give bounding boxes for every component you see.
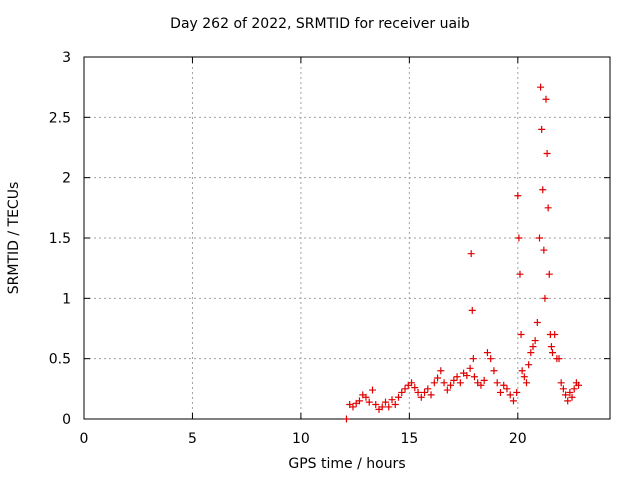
data-point <box>496 388 504 396</box>
data-point <box>559 385 567 393</box>
data-point <box>355 397 363 405</box>
data-point <box>531 337 539 345</box>
data-point <box>456 379 464 387</box>
data-point <box>391 401 399 409</box>
x-tick-label: 20 <box>509 431 527 447</box>
data-point <box>477 381 485 389</box>
data-point <box>483 349 491 357</box>
chart-title: Day 262 of 2022, SRMTID for receiver uai… <box>170 16 470 32</box>
data-point <box>430 379 438 387</box>
data-point <box>443 386 451 394</box>
data-point <box>500 381 508 389</box>
data-point <box>506 391 514 399</box>
y-tick-label: 1 <box>62 291 71 307</box>
y-tick-label: 2 <box>62 171 71 187</box>
data-point <box>520 373 528 381</box>
x-tick-label: 10 <box>292 431 310 447</box>
x-tick-label: 15 <box>400 431 418 447</box>
data-point <box>527 349 535 357</box>
x-axis-label: GPS time / hours <box>288 456 406 472</box>
data-point <box>514 192 522 200</box>
data-point <box>566 388 574 396</box>
data-point <box>372 401 380 409</box>
data-point <box>549 349 557 357</box>
data-point <box>417 393 425 401</box>
data-point <box>533 318 541 326</box>
data-point <box>450 376 458 384</box>
data-point <box>434 374 442 382</box>
data-point <box>365 398 373 406</box>
data-point <box>525 361 533 369</box>
data-point <box>518 367 526 375</box>
data-point <box>349 403 357 411</box>
data-point <box>447 381 455 389</box>
data-point <box>543 150 551 158</box>
data-point <box>545 270 553 278</box>
data-point <box>547 343 555 351</box>
data-point <box>453 373 461 381</box>
data-point <box>470 373 478 381</box>
data-point <box>529 343 537 351</box>
x-tick-label: 5 <box>188 431 197 447</box>
data-point <box>541 294 549 302</box>
data-point <box>408 379 416 387</box>
data-point <box>536 234 544 242</box>
data-point <box>568 393 576 401</box>
data-point <box>522 379 530 387</box>
data-point <box>513 388 521 396</box>
data-point <box>469 355 477 363</box>
data-point <box>537 83 545 91</box>
data-point <box>515 234 523 242</box>
data-point <box>411 384 419 392</box>
data-point <box>575 381 583 389</box>
y-axis-label: SRMTID / TECUs <box>6 181 22 295</box>
data-point <box>570 385 578 393</box>
data-point <box>509 397 517 405</box>
data-point <box>539 186 547 194</box>
data-point <box>516 270 524 278</box>
data-point <box>493 379 501 387</box>
data-point <box>342 415 350 423</box>
data-point <box>551 331 559 339</box>
data-point <box>440 379 448 387</box>
data-point <box>362 393 370 401</box>
data-point <box>542 95 550 103</box>
data-point <box>401 385 409 393</box>
y-tick-label: 3 <box>62 50 71 66</box>
data-point <box>427 391 435 399</box>
data-point <box>487 355 495 363</box>
data-point <box>517 331 525 339</box>
data-point <box>378 403 386 411</box>
data-point <box>424 385 432 393</box>
x-tick-label: 0 <box>80 431 89 447</box>
data-point <box>557 379 565 387</box>
y-tick-label: 0.5 <box>49 352 71 368</box>
data-point <box>490 367 498 375</box>
data-point <box>382 398 390 406</box>
data-point <box>503 385 511 393</box>
data-point <box>466 364 474 372</box>
data-point <box>555 355 563 363</box>
data-point <box>437 367 445 375</box>
data-point <box>480 376 488 384</box>
data-point <box>468 306 476 314</box>
data-point <box>540 246 548 254</box>
data-point <box>421 388 429 396</box>
data-point <box>395 393 403 401</box>
data-point <box>564 397 572 405</box>
data-point <box>538 125 546 133</box>
y-tick-label: 1.5 <box>49 231 71 247</box>
data-point <box>398 388 406 396</box>
data-point <box>388 396 396 404</box>
data-point <box>463 372 471 380</box>
y-tick-label: 2.5 <box>49 110 71 126</box>
data-point <box>467 250 475 258</box>
data-point <box>562 391 570 399</box>
data-point <box>368 386 376 394</box>
y-tick-label: 0 <box>62 412 71 428</box>
data-point <box>544 204 552 212</box>
data-point <box>385 403 393 411</box>
data-point <box>414 388 422 396</box>
